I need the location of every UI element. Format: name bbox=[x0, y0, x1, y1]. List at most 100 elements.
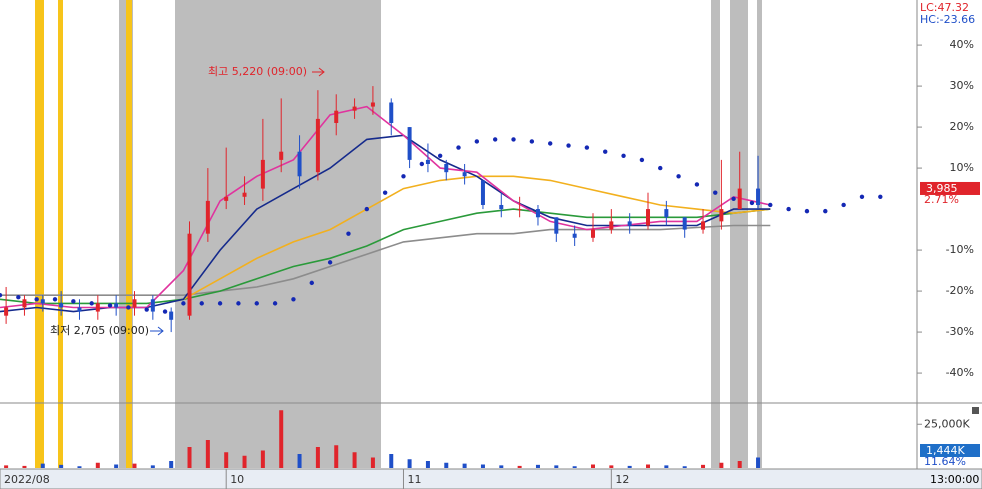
volume-bar bbox=[279, 410, 284, 468]
sar-dot bbox=[511, 137, 516, 142]
x-tick-label: 12 bbox=[615, 473, 629, 486]
sar-dot bbox=[529, 139, 535, 144]
sar-dot bbox=[841, 202, 846, 208]
sar-dot bbox=[107, 303, 113, 308]
sar-dot bbox=[89, 301, 94, 306]
sar-dot bbox=[346, 231, 351, 236]
high-arrow bbox=[312, 67, 325, 77]
volume-bar bbox=[205, 440, 210, 468]
candle-body bbox=[224, 196, 229, 201]
volume-bar bbox=[187, 447, 192, 468]
volume-bar bbox=[260, 450, 265, 468]
volume-tick-label: 25,000K bbox=[924, 417, 970, 430]
sar-dot bbox=[437, 153, 443, 158]
sar-dot bbox=[217, 301, 223, 306]
volume-bar bbox=[480, 464, 485, 468]
sar-dot bbox=[658, 165, 663, 171]
candle-body bbox=[590, 229, 595, 238]
volume-bar bbox=[22, 465, 27, 468]
volume-bar bbox=[242, 455, 247, 468]
candle-body bbox=[627, 221, 632, 226]
candle-body bbox=[352, 106, 357, 111]
candle-body bbox=[719, 209, 724, 222]
low-arrow bbox=[150, 326, 164, 336]
sar-dot bbox=[419, 161, 425, 167]
volume-last-box bbox=[920, 444, 980, 457]
last-change: 2.71% bbox=[924, 193, 959, 206]
volume-bar bbox=[444, 462, 449, 468]
last-price-box bbox=[920, 181, 980, 195]
sar-dot bbox=[456, 145, 461, 150]
volume-bar bbox=[462, 463, 467, 468]
volume-bar bbox=[425, 461, 430, 468]
sar-dot bbox=[16, 295, 21, 300]
candle-body bbox=[40, 299, 45, 304]
candle-body bbox=[279, 151, 284, 160]
sar-dot bbox=[566, 143, 571, 148]
sar-dot bbox=[804, 208, 810, 214]
volume-bar bbox=[4, 465, 9, 468]
sar-dot bbox=[236, 301, 241, 306]
volume-bar bbox=[609, 465, 614, 468]
candle-body bbox=[370, 102, 375, 107]
sar-dot bbox=[34, 297, 39, 302]
sar-dot bbox=[676, 174, 681, 179]
sar-dot bbox=[199, 301, 204, 306]
candle-body bbox=[169, 311, 174, 320]
volume-bar bbox=[370, 457, 375, 468]
candle-body bbox=[297, 151, 302, 177]
sar-dot bbox=[823, 208, 828, 214]
y-tick-label: -40% bbox=[946, 366, 974, 379]
candle-body bbox=[22, 299, 27, 308]
volume-bar bbox=[554, 465, 559, 468]
sar-dot bbox=[639, 157, 645, 163]
candle-body bbox=[737, 188, 742, 210]
sar-dot bbox=[254, 301, 259, 306]
volume-bar bbox=[169, 461, 174, 468]
hc-label: HC:-23.66 bbox=[920, 13, 975, 26]
moving-average bbox=[0, 224, 771, 296]
candle-body bbox=[572, 233, 577, 238]
y-tick-label: 40% bbox=[950, 38, 974, 51]
x-tick-label: 10 bbox=[230, 473, 244, 486]
sar-dot bbox=[327, 260, 333, 265]
volume-bar bbox=[682, 466, 687, 468]
panel-button[interactable] bbox=[972, 407, 979, 414]
sar-dot bbox=[621, 153, 626, 158]
volume-bar bbox=[701, 464, 706, 468]
sar-dot bbox=[859, 194, 865, 199]
volume-bar bbox=[315, 447, 320, 468]
candle-body bbox=[407, 127, 412, 160]
sar-dot bbox=[364, 206, 369, 212]
time-axis bbox=[0, 468, 982, 489]
volume-bar bbox=[114, 464, 119, 468]
candle-body bbox=[682, 217, 687, 230]
sar-dot bbox=[309, 280, 314, 286]
volume-bar bbox=[517, 465, 522, 468]
x-tick-label: 11 bbox=[407, 473, 421, 486]
plot-area bbox=[0, 86, 883, 468]
y-tick-label: -20% bbox=[946, 284, 974, 297]
candle-body bbox=[59, 303, 64, 308]
sar-dot bbox=[71, 299, 76, 304]
volume-bar bbox=[572, 466, 577, 468]
sar-dot bbox=[401, 174, 406, 179]
candle-body bbox=[242, 192, 247, 197]
y-tick-label: -10% bbox=[946, 243, 974, 256]
sar-dot bbox=[548, 141, 553, 146]
candle-body bbox=[95, 303, 100, 312]
candle-body bbox=[756, 188, 761, 205]
volume-bar bbox=[352, 452, 357, 468]
sar-dot bbox=[492, 137, 498, 142]
candle-body bbox=[499, 204, 504, 210]
volume-bar bbox=[59, 464, 64, 468]
last-price: 3,985 bbox=[926, 182, 958, 195]
volume-bar bbox=[297, 454, 302, 468]
volume-bar bbox=[132, 463, 137, 468]
low-label: 최저 2,705 (09:00) bbox=[50, 324, 149, 337]
sar-dot bbox=[144, 307, 149, 312]
candle-body bbox=[4, 307, 9, 316]
candle-body bbox=[462, 172, 467, 177]
